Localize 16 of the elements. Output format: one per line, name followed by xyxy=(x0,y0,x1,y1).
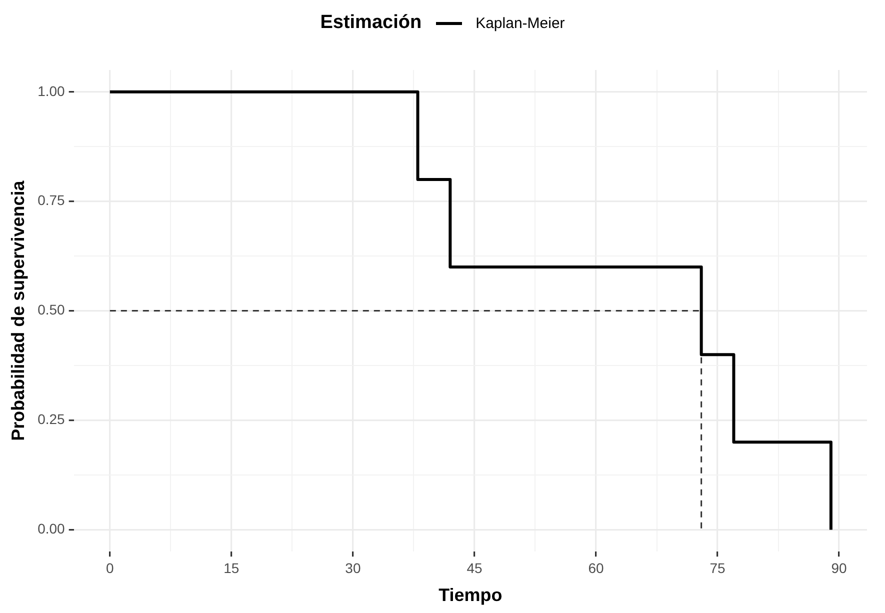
y-tick-label: 0.50 xyxy=(38,302,66,318)
y-tick-label: 0.25 xyxy=(38,411,66,428)
x-tick-label: 75 xyxy=(710,560,726,576)
x-tick-label: 0 xyxy=(106,560,114,576)
legend-title: Estimación xyxy=(320,12,422,34)
y-axis-title: Probabilidad de supervivencia xyxy=(8,180,28,441)
x-tick-label: 30 xyxy=(345,560,361,576)
y-tick-label: 0.75 xyxy=(38,192,66,208)
y-tick-label: 0.00 xyxy=(38,520,66,537)
y-tick-label: 1.00 xyxy=(38,82,66,99)
x-tick-label: 15 xyxy=(224,560,240,576)
x-tick-label: 45 xyxy=(466,560,482,576)
legend-label: Kaplan-Meier xyxy=(476,14,565,32)
x-tick-label: 90 xyxy=(831,560,848,576)
x-tick-label: 60 xyxy=(588,560,604,576)
x-axis-title: Tiempo xyxy=(438,585,502,606)
